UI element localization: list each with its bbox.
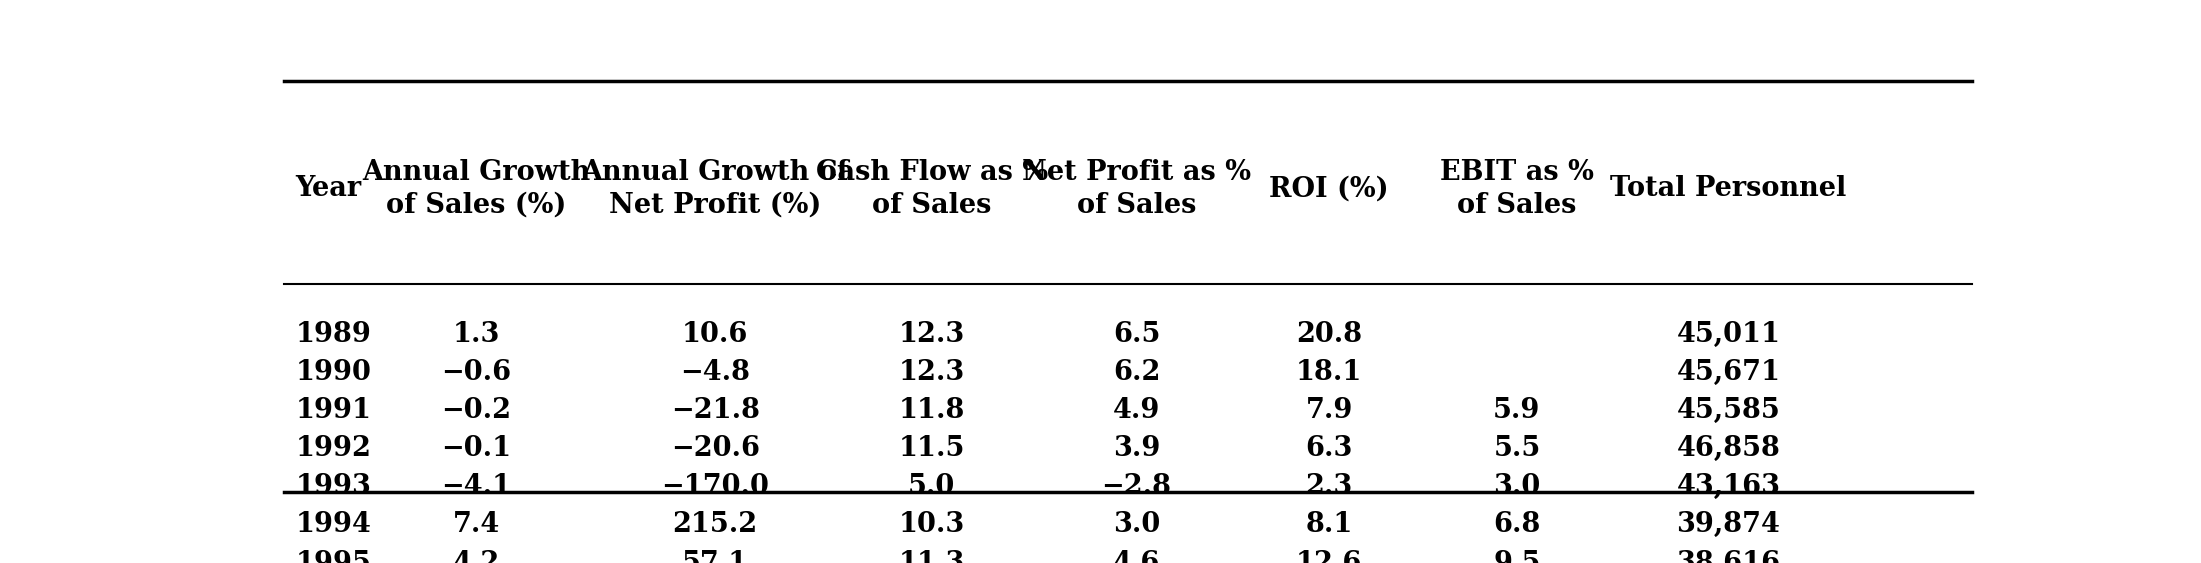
Text: 6.5: 6.5 <box>1114 321 1160 348</box>
Text: 1.3: 1.3 <box>453 321 500 348</box>
Text: 6.3: 6.3 <box>1305 435 1354 462</box>
Text: 43,163: 43,163 <box>1677 473 1781 501</box>
Text: 11.8: 11.8 <box>898 397 964 424</box>
Text: 11.3: 11.3 <box>898 549 964 563</box>
Text: 6.2: 6.2 <box>1114 359 1160 386</box>
Text: 12.3: 12.3 <box>898 321 964 348</box>
Text: 1995: 1995 <box>295 549 372 563</box>
Text: EBIT as %
of Sales: EBIT as % of Sales <box>1439 159 1594 219</box>
Text: 12.3: 12.3 <box>898 359 964 386</box>
Text: −170.0: −170.0 <box>660 473 768 501</box>
Text: 1992: 1992 <box>295 435 372 462</box>
Text: −0.1: −0.1 <box>442 435 511 462</box>
Text: 4.9: 4.9 <box>1114 397 1160 424</box>
Text: 57.1: 57.1 <box>682 549 748 563</box>
Text: −20.6: −20.6 <box>671 435 759 462</box>
Text: 10.3: 10.3 <box>898 511 964 538</box>
Text: −4.8: −4.8 <box>680 359 751 386</box>
Text: 39,874: 39,874 <box>1677 511 1781 538</box>
Text: 9.5: 9.5 <box>1492 549 1541 563</box>
Text: 45,671: 45,671 <box>1677 359 1781 386</box>
Text: 5.0: 5.0 <box>909 473 955 501</box>
Text: 5.9: 5.9 <box>1492 397 1541 424</box>
Text: 1993: 1993 <box>295 473 372 501</box>
Text: 8.1: 8.1 <box>1305 511 1354 538</box>
Text: −0.6: −0.6 <box>442 359 511 386</box>
Text: 45,011: 45,011 <box>1677 321 1781 348</box>
Text: 46,858: 46,858 <box>1677 435 1781 462</box>
Text: Year: Year <box>295 176 361 203</box>
Text: Net Profit as %
of Sales: Net Profit as % of Sales <box>1021 159 1250 219</box>
Text: 12.6: 12.6 <box>1296 549 1362 563</box>
Text: 7.9: 7.9 <box>1305 397 1354 424</box>
Text: 11.5: 11.5 <box>898 435 964 462</box>
Text: −2.8: −2.8 <box>1100 473 1171 501</box>
Text: 4.2: 4.2 <box>453 549 500 563</box>
Text: 3.0: 3.0 <box>1492 473 1541 501</box>
Text: 3.9: 3.9 <box>1114 435 1160 462</box>
Text: −4.1: −4.1 <box>442 473 511 501</box>
Text: 215.2: 215.2 <box>674 511 757 538</box>
Text: 2.3: 2.3 <box>1305 473 1354 501</box>
Text: 10.6: 10.6 <box>682 321 748 348</box>
Text: Cash Flow as %
of Sales: Cash Flow as % of Sales <box>817 159 1048 219</box>
Text: 18.1: 18.1 <box>1296 359 1362 386</box>
Text: 1994: 1994 <box>295 511 372 538</box>
Text: 20.8: 20.8 <box>1296 321 1362 348</box>
Text: 6.8: 6.8 <box>1492 511 1541 538</box>
Text: 1989: 1989 <box>295 321 372 348</box>
Text: Total Personnel: Total Personnel <box>1611 176 1847 203</box>
Text: 3.0: 3.0 <box>1114 511 1160 538</box>
Text: 5.5: 5.5 <box>1492 435 1541 462</box>
Text: ROI (%): ROI (%) <box>1270 176 1389 203</box>
Text: Annual Growth of
Net Profit (%): Annual Growth of Net Profit (%) <box>581 159 850 219</box>
Text: 1991: 1991 <box>295 397 372 424</box>
Text: 7.4: 7.4 <box>453 511 500 538</box>
Text: Annual Growth
of Sales (%): Annual Growth of Sales (%) <box>363 159 590 219</box>
Text: 45,585: 45,585 <box>1677 397 1781 424</box>
Text: −21.8: −21.8 <box>671 397 759 424</box>
Text: −0.2: −0.2 <box>442 397 511 424</box>
Text: 38,616: 38,616 <box>1677 549 1781 563</box>
Text: 1990: 1990 <box>295 359 372 386</box>
Text: 4.6: 4.6 <box>1114 549 1160 563</box>
